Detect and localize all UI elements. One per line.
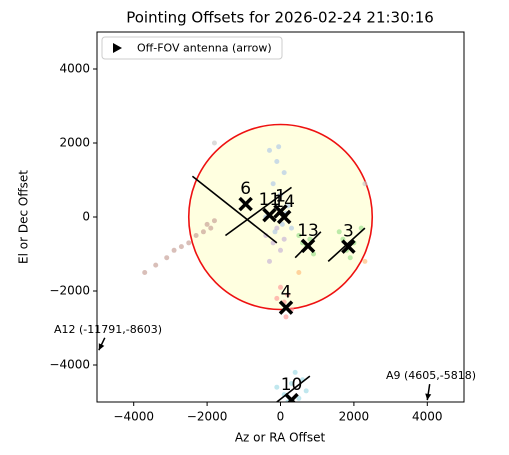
antenna-label: 1	[275, 186, 286, 206]
sample-point	[281, 170, 287, 176]
sample-point	[200, 229, 206, 235]
sample-point	[276, 144, 282, 150]
offset-line	[224, 186, 292, 237]
sample-point	[278, 247, 283, 253]
antenna-marker	[341, 239, 356, 254]
sample-point	[281, 236, 287, 242]
offset-line	[276, 375, 311, 402]
sample-point	[362, 181, 368, 187]
x-tick-label: 0	[277, 410, 285, 424]
sample-point	[270, 181, 276, 187]
sample-point	[178, 244, 184, 250]
sample-point	[142, 270, 148, 275]
antenna-label: 10	[281, 375, 303, 395]
antenna-marker	[278, 300, 294, 315]
sample-point	[193, 233, 199, 238]
sample-point	[274, 384, 280, 390]
legend-label: Off-FOV antenna (arrow)	[137, 42, 272, 55]
y-tick-label: 2000	[59, 136, 90, 150]
sample-point	[266, 147, 272, 153]
y-tick-label: 4000	[59, 62, 90, 76]
sample-point	[164, 255, 170, 261]
antenna-label: 4	[281, 283, 292, 303]
sample-point	[208, 225, 214, 231]
arrow-head	[98, 343, 105, 351]
sample-point	[274, 225, 280, 231]
offset-line	[191, 175, 278, 244]
antenna-label: 3	[343, 222, 354, 242]
sample-point	[274, 295, 280, 301]
chart-title: Pointing Offsets for 2026-02-24 21:30:16	[126, 9, 434, 27]
x-tick-label: −4000	[113, 410, 154, 424]
antenna-marker	[276, 209, 292, 225]
x-tick-label: 4000	[412, 410, 443, 424]
sample-point	[336, 229, 342, 235]
sample-point	[296, 395, 302, 401]
sample-point	[289, 381, 295, 386]
sample-point	[266, 258, 272, 264]
antenna-marker	[238, 196, 253, 212]
sample-point	[204, 221, 210, 227]
y-tick-label: 0	[82, 210, 90, 224]
arrow-head	[425, 393, 432, 401]
x-axis-label: Az or RA Offset	[235, 431, 326, 445]
x-tick-label: −2000	[187, 410, 228, 424]
sample-point	[311, 251, 317, 257]
antenna-label: 6	[240, 179, 251, 199]
sample-point	[347, 255, 353, 261]
sample-point	[211, 218, 217, 224]
sample-point	[274, 159, 280, 164]
sample-point	[296, 270, 302, 275]
fov-circle	[187, 123, 374, 311]
sample-point	[362, 258, 368, 264]
sample-point	[153, 262, 159, 268]
sample-point	[171, 247, 177, 253]
x-tick-label: 2000	[339, 410, 370, 424]
antenna-label: 13	[297, 221, 319, 241]
sample-point	[292, 369, 298, 375]
sample-point	[278, 284, 283, 290]
antenna-marker	[284, 392, 299, 402]
sample-point	[296, 233, 302, 238]
legend-box	[101, 36, 283, 60]
sample-point	[289, 225, 295, 231]
sample-point	[186, 240, 192, 246]
y-tick-label: −4000	[49, 358, 90, 372]
antenna-label: 14	[273, 192, 295, 212]
sample-point	[211, 140, 217, 146]
antenna-marker	[300, 238, 316, 254]
arrow-label: A12 (-11791,-8603)	[54, 323, 162, 336]
sample-point	[303, 388, 309, 394]
arrow-label: A9 (4605,-5818)	[386, 369, 476, 382]
y-tick-label: −2000	[49, 284, 90, 298]
antenna-marker	[262, 207, 277, 223]
sample-point	[272, 229, 278, 235]
y-axis-label: El or Dec Offset	[17, 170, 31, 264]
sample-point	[283, 314, 289, 320]
sample-point	[285, 292, 291, 298]
sample-point	[279, 221, 285, 227]
legend-marker	[113, 43, 122, 53]
